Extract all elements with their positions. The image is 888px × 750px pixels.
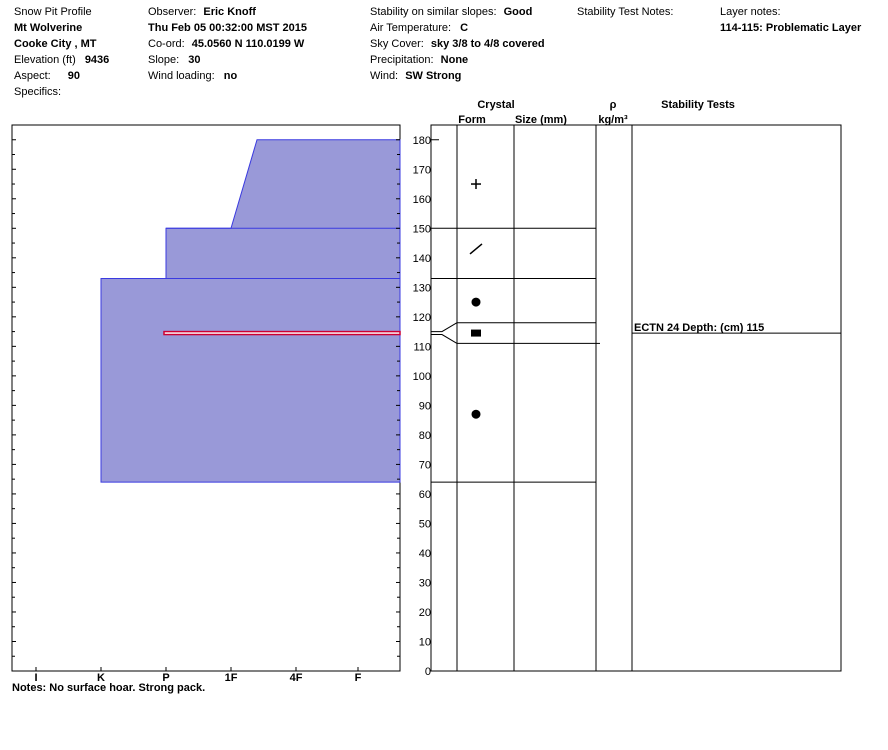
height-tick-label: 130 xyxy=(413,282,431,294)
height-tick-label: 30 xyxy=(419,577,431,589)
region-name: Cooke City , MT xyxy=(14,38,97,50)
density-unit-header: kg/m³ xyxy=(598,114,628,126)
density-column xyxy=(595,124,633,672)
height-tick-label: 10 xyxy=(419,636,431,648)
height-axis-column xyxy=(430,124,458,672)
hardness-label: 4F xyxy=(290,672,303,684)
aspect-value: 90 xyxy=(67,70,80,82)
crystal-symbol-dot xyxy=(471,297,481,307)
layer-notes-label: Layer notes: xyxy=(720,6,781,18)
coord-label: Co-ord: xyxy=(148,38,185,50)
layer-notes-value: 114-115: Problematic Layer xyxy=(720,22,862,34)
height-tick-label: 110 xyxy=(413,341,431,353)
air-temp-value: C xyxy=(460,22,469,34)
height-tick-label: 150 xyxy=(413,223,431,235)
height-tick-label: 180 xyxy=(413,135,431,147)
stability-tests-column xyxy=(631,124,842,672)
height-tick-label: 100 xyxy=(413,371,431,383)
elevation-value: 9436 xyxy=(84,54,110,66)
height-tick-label: 170 xyxy=(413,164,431,176)
wind-loading-value: no xyxy=(223,70,238,82)
stability-row: Stability on similar slopes: Good xyxy=(370,6,532,19)
size-header: Size (mm) xyxy=(515,114,567,126)
sky-label: Sky Cover: xyxy=(370,38,424,50)
precip-row: Precipitation: None xyxy=(370,54,468,67)
notes-text: Notes: No surface hoar. Strong pack. xyxy=(12,682,205,694)
hardness-label: F xyxy=(355,672,362,684)
coord-value: 45.0560 N 110.0199 W xyxy=(191,38,305,50)
height-connector-angled xyxy=(431,322,458,333)
height-tick-label: 120 xyxy=(413,312,431,324)
crystal-symbol-square xyxy=(471,329,481,337)
form-column xyxy=(456,124,515,672)
hardness-label: I xyxy=(34,672,37,684)
height-tick-label: 50 xyxy=(419,518,431,530)
stability-value: Good xyxy=(503,6,533,18)
sky-row: Sky Cover: sky 3/8 to 4/8 covered xyxy=(370,38,545,51)
slope-value: 30 xyxy=(188,54,201,66)
elevation-row: Elevation (ft) 9436 xyxy=(14,54,109,67)
wind-loading-label: Wind loading: xyxy=(148,70,215,82)
crystal-symbol-plus xyxy=(471,179,481,190)
wind-label: Wind: xyxy=(370,70,399,82)
observer-value: Eric Knoff xyxy=(203,6,256,18)
hardness-label: K xyxy=(97,672,105,684)
coord-row: Co-ord: 45.0560 N 110.0199 W xyxy=(148,38,304,51)
precip-value: None xyxy=(440,54,469,66)
sky-value: sky 3/8 to 4/8 covered xyxy=(430,38,545,50)
height-tick-label: 160 xyxy=(413,194,431,206)
height-tick-label: 0 xyxy=(425,666,431,678)
height-tick-label: 60 xyxy=(419,489,431,501)
form-header: Form xyxy=(458,114,486,126)
stability-tests-header: Stability Tests xyxy=(661,99,735,111)
wind-row: Wind: SW Strong xyxy=(370,70,461,83)
crystal-header: Crystal xyxy=(477,99,514,111)
density-header: ρ xyxy=(610,99,617,111)
profile-title: Snow Pit Profile xyxy=(14,6,92,18)
wind-loading-row: Wind loading: no xyxy=(148,70,237,83)
air-temp-row: Air Temperature: C xyxy=(370,22,468,35)
specifics-label: Specifics: xyxy=(14,86,62,98)
problem-layer-band xyxy=(163,330,401,336)
location-name: Mt Wolverine xyxy=(14,22,83,34)
stability-label: Stability on similar slopes: xyxy=(370,6,497,18)
aspect-row: Aspect: 90 xyxy=(14,70,80,83)
crystal-symbol-dot xyxy=(471,409,481,419)
air-temp-label: Air Temperature: xyxy=(370,22,452,34)
height-tick-label: 20 xyxy=(419,607,431,619)
observation-datetime: Thu Feb 05 00:32:00 MST 2015 xyxy=(148,22,307,34)
height-tick-label: 80 xyxy=(419,430,431,442)
height-tick-label: 140 xyxy=(413,253,431,265)
hardness-label: 1F xyxy=(225,672,238,684)
crystal-symbol-slash xyxy=(469,243,483,255)
height-tick-label: 70 xyxy=(419,459,431,471)
height-connector-angled xyxy=(431,334,458,344)
elevation-label: Elevation (ft) xyxy=(14,54,76,66)
slope-row: Slope: 30 xyxy=(148,54,201,67)
aspect-label: Aspect: xyxy=(14,70,51,82)
hardness-label: P xyxy=(162,672,169,684)
height-tick-label: 40 xyxy=(419,548,431,560)
observer-label: Observer: xyxy=(148,6,197,18)
slope-label: Slope: xyxy=(148,54,180,66)
precip-label: Precipitation: xyxy=(370,54,434,66)
observer-row: Observer: Eric Knoff xyxy=(148,6,256,19)
wind-value: SW Strong xyxy=(405,70,462,82)
height-tick-label: 90 xyxy=(419,400,431,412)
size-column xyxy=(513,124,597,672)
test-notes-label: Stability Test Notes: xyxy=(577,6,674,18)
stability-test-entry: ECTN 24 Depth: (cm) 115 xyxy=(634,322,764,334)
